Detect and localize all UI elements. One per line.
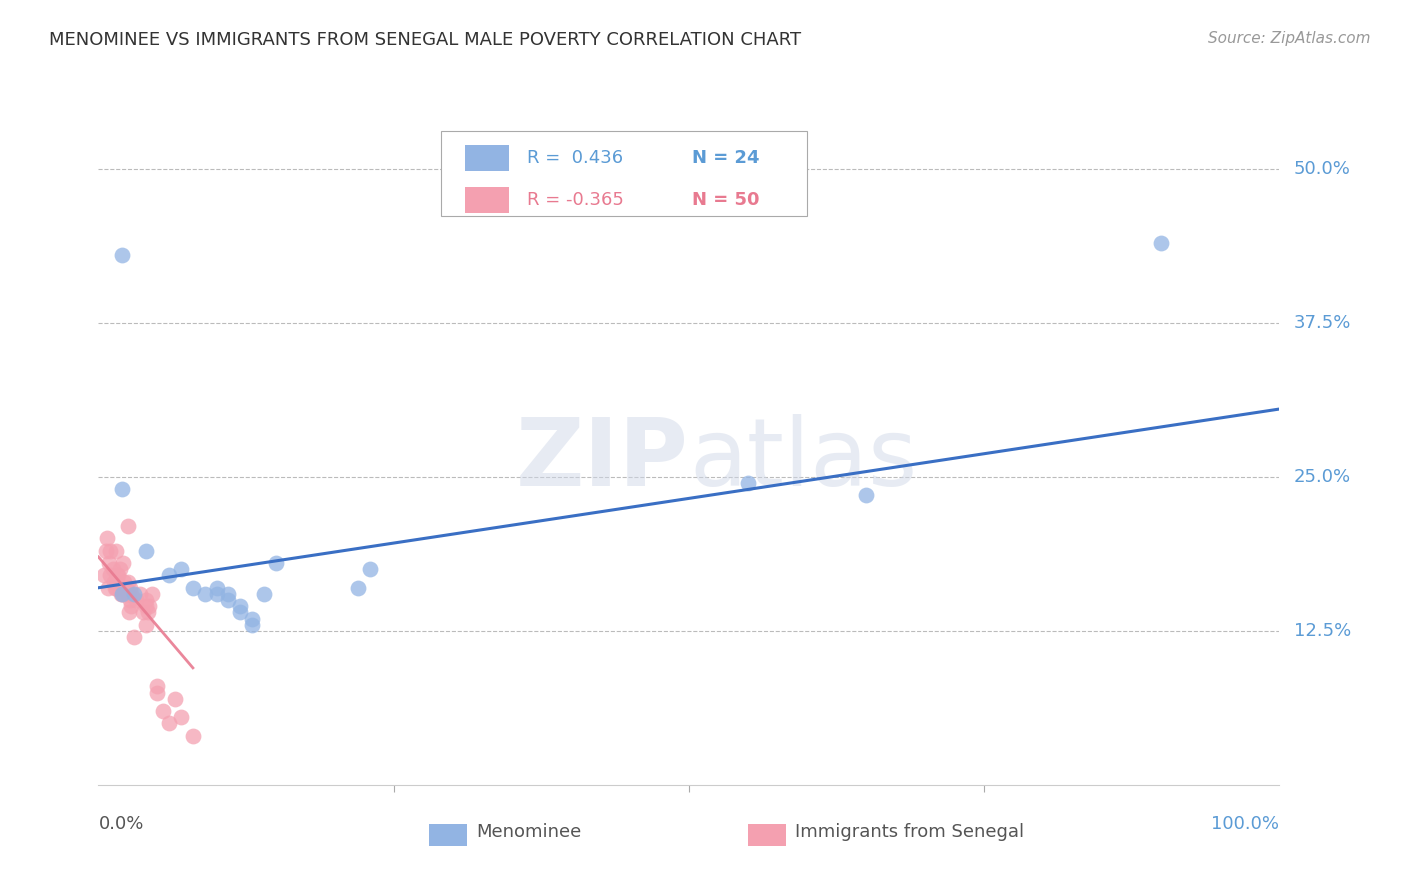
Point [108,562,131,576]
Point [101,562,124,576]
Point [146,685,169,699]
Point [117,587,139,601]
Point [105,568,128,582]
Point [194,587,217,601]
Point [112,587,135,601]
Text: Immigrants from Senegal: Immigrants from Senegal [796,823,1025,841]
Point [105,574,128,589]
Point [98,543,121,558]
Point [111,248,134,262]
Point [97,581,120,595]
Point [108,581,131,595]
Text: atlas: atlas [689,414,917,506]
Point [217,587,239,601]
Text: Source: ZipAtlas.com: Source: ZipAtlas.com [1208,31,1371,46]
Point [121,587,143,601]
Point [157,716,180,731]
FancyBboxPatch shape [464,187,509,213]
Point [118,587,141,601]
Point [141,587,163,601]
Point [114,581,136,595]
Point [135,543,157,558]
Point [146,679,169,693]
Point [117,519,139,533]
Point [103,574,125,589]
Text: N = 50: N = 50 [693,191,761,209]
Point [112,574,135,589]
Point [111,587,134,601]
Point [120,593,142,607]
Point [135,599,157,614]
Point [104,581,127,595]
Point [181,581,204,595]
Point [253,587,276,601]
Text: 12.5%: 12.5% [1294,622,1351,640]
Point [240,617,263,632]
Point [138,599,160,614]
Point [120,581,142,595]
Point [737,475,759,490]
Text: ZIP: ZIP [516,414,689,506]
FancyBboxPatch shape [429,824,467,846]
Point [205,587,228,601]
Point [181,729,204,743]
Point [855,488,877,502]
Point [111,482,134,496]
Point [117,574,139,589]
Point [229,599,252,614]
Text: 100.0%: 100.0% [1212,815,1279,833]
Text: MENOMINEE VS IMMIGRANTS FROM SENEGAL MALE POVERTY CORRELATION CHART: MENOMINEE VS IMMIGRANTS FROM SENEGAL MAL… [49,31,801,49]
Point [128,587,150,601]
Point [118,606,141,620]
FancyBboxPatch shape [464,145,509,170]
Point [98,556,121,570]
Point [229,606,252,620]
Text: 0.0%: 0.0% [98,815,143,833]
Point [110,587,132,601]
Point [125,593,148,607]
Point [112,556,135,570]
Point [264,556,287,570]
Point [240,611,263,625]
FancyBboxPatch shape [748,824,786,846]
Point [135,593,157,607]
Point [111,587,134,601]
Point [205,581,228,595]
Point [105,581,128,595]
Point [98,568,121,582]
Text: 25.0%: 25.0% [1294,467,1351,486]
Point [96,532,118,546]
Point [111,581,134,595]
Point [93,568,115,582]
Point [132,606,155,620]
Point [347,581,370,595]
Point [107,568,129,582]
Point [157,568,180,582]
Text: 50.0%: 50.0% [1294,160,1351,178]
Point [170,562,193,576]
Point [1150,235,1173,250]
Point [94,543,117,558]
Point [122,587,145,601]
Point [122,630,145,644]
Point [217,593,239,607]
Text: Menominee: Menominee [477,823,582,841]
Text: R =  0.436: R = 0.436 [527,149,623,167]
Point [152,704,174,718]
Point [165,691,187,706]
Point [136,606,159,620]
Point [359,562,381,576]
Text: R = -0.365: R = -0.365 [527,191,624,209]
Point [105,543,128,558]
Text: N = 24: N = 24 [693,149,761,167]
Point [170,710,193,724]
Point [121,599,143,614]
FancyBboxPatch shape [441,131,807,216]
Text: 37.5%: 37.5% [1294,314,1351,332]
Point [135,617,157,632]
